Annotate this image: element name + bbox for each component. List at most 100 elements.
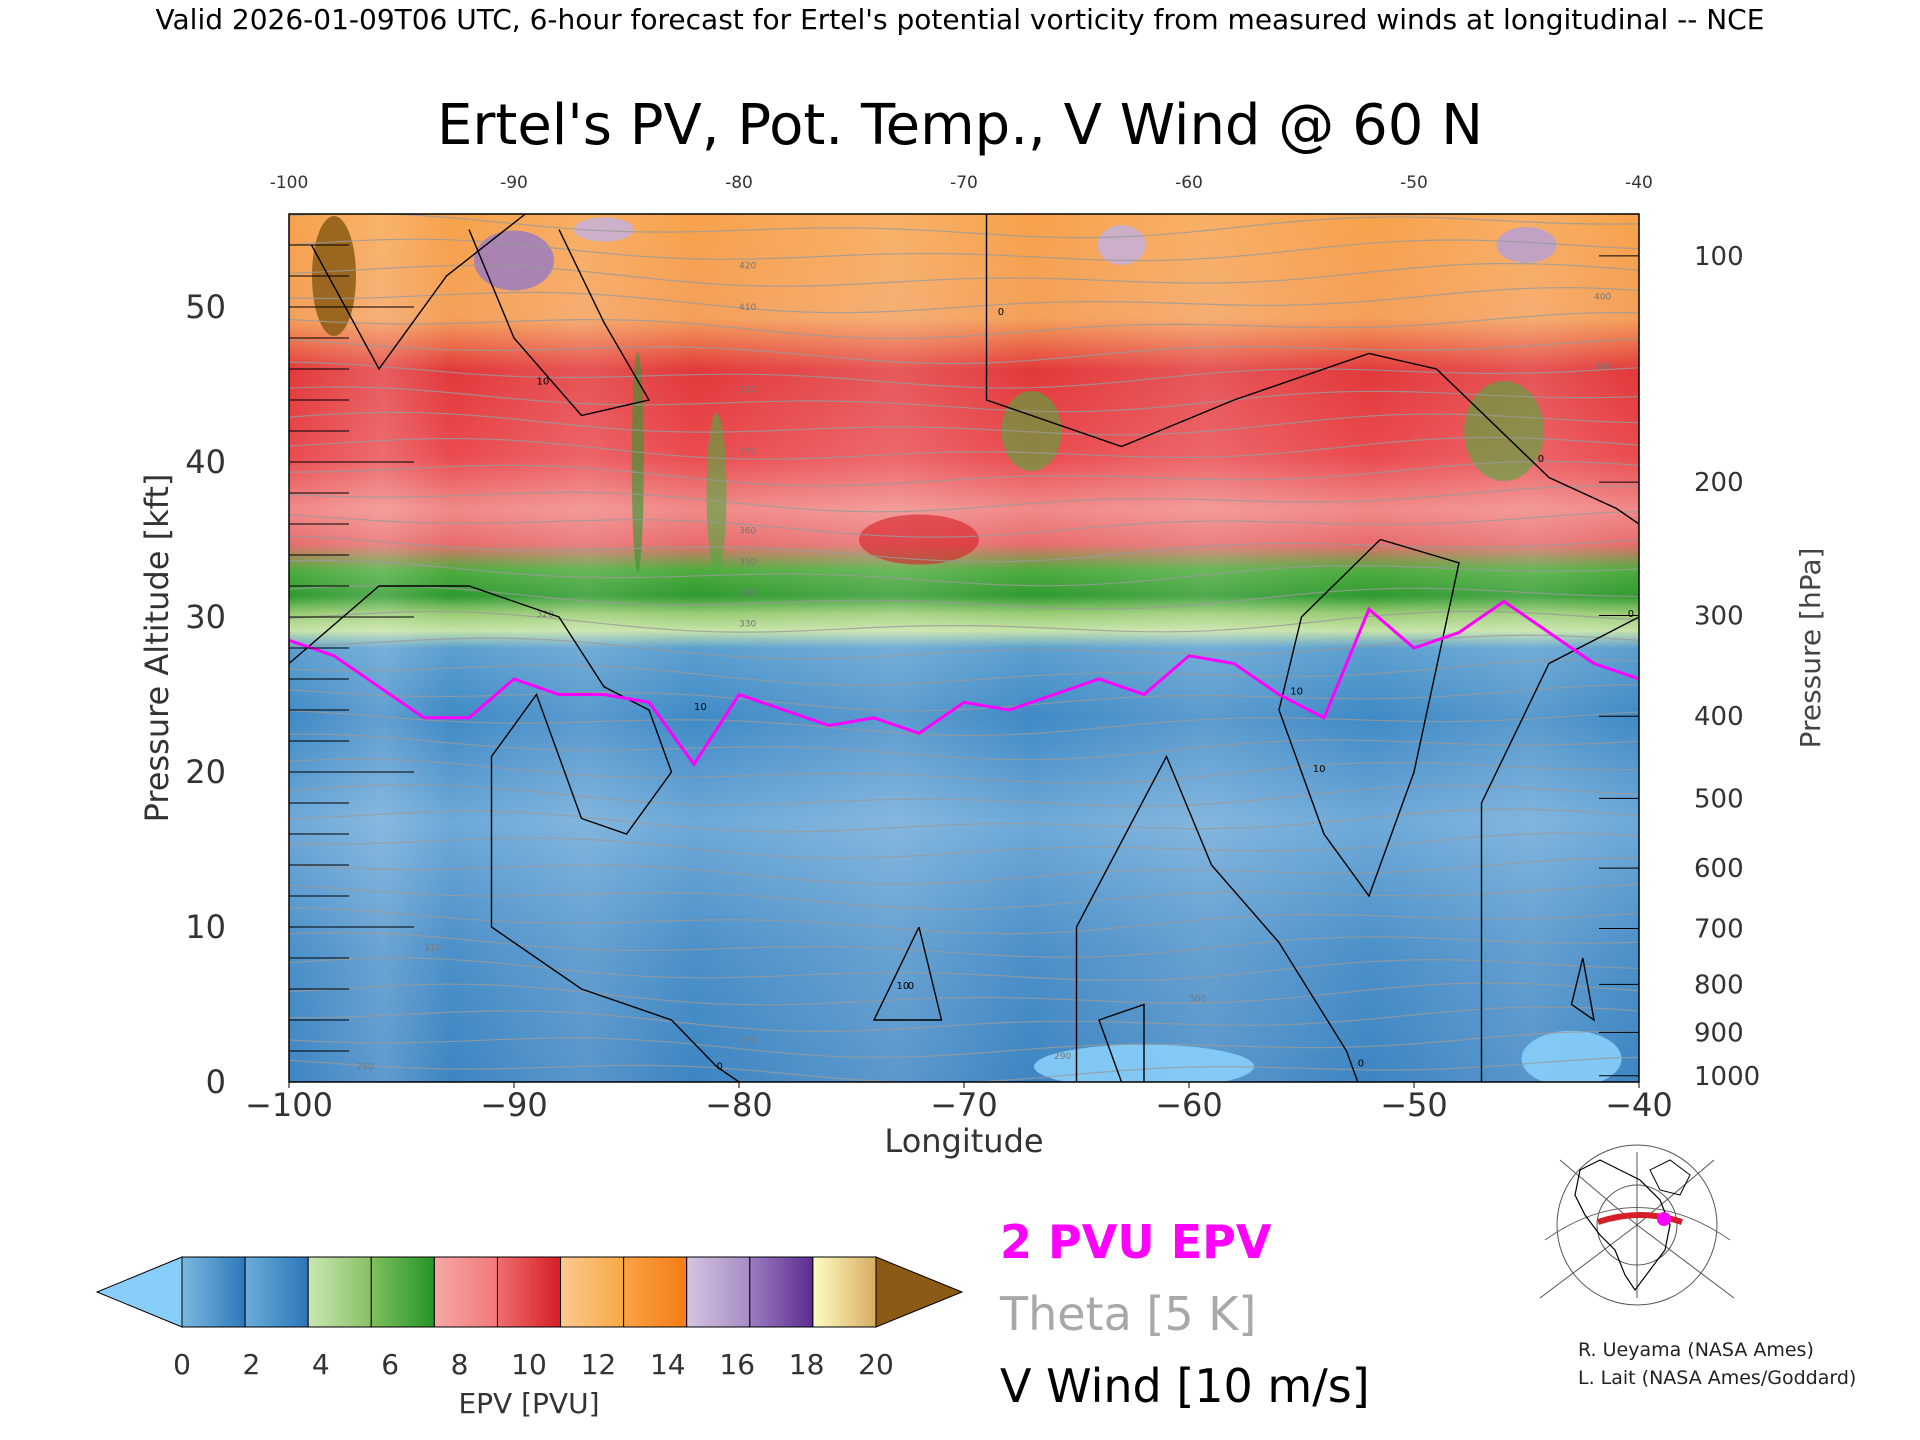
colorbar-tick-label: 20	[858, 1348, 894, 1381]
colorbar-bin	[244, 1256, 309, 1328]
x-tick-label: −100	[245, 1086, 333, 1124]
colorbar-tick-label: 0	[173, 1348, 191, 1381]
theta-line-390	[289, 411, 1639, 436]
theta-line-330	[289, 710, 1639, 737]
v-wind-contour-4	[872, 926, 943, 1021]
colorbar-bin	[686, 1256, 751, 1328]
theta-label: 320	[537, 610, 554, 620]
theta-line-270	[289, 1006, 1639, 1033]
colorbar-tick-label: 10	[511, 1348, 547, 1381]
theta-line-290	[289, 907, 1639, 935]
theta-label: 340	[739, 588, 756, 598]
colorbar-label: EPV [PVU]	[458, 1387, 599, 1420]
pressure-tick-label: 1000	[1694, 1062, 1760, 1092]
theta-label: 350	[739, 557, 756, 567]
x-tick-label: −80	[705, 1086, 773, 1124]
v-wind-label: 10	[537, 377, 550, 388]
top-tick-label: -90	[500, 173, 528, 193]
colorbar-tick-label: 18	[789, 1348, 825, 1381]
colorbar-tick-label: 14	[650, 1348, 686, 1381]
legend-epv: 2 PVU EPV	[1000, 1215, 1272, 1269]
v-wind-contour-9	[1570, 957, 1595, 1022]
legend-wind: V Wind [10 m/s]	[1000, 1359, 1370, 1413]
y-axis-right: 100 200 300 400 500 600 700 800 900 1000	[1599, 242, 1760, 1092]
colorbar-bin	[496, 1256, 562, 1328]
pressure-tick-label: 500	[1694, 784, 1744, 814]
theta-line-365	[289, 535, 1639, 563]
pressure-tick-label: 700	[1694, 915, 1744, 945]
v-wind-label: 10	[897, 981, 910, 992]
theta-line-355	[289, 585, 1639, 610]
theta-line-285	[289, 931, 1639, 958]
v-wind-label: 10	[1313, 764, 1326, 775]
v-wind-contour-2	[468, 229, 651, 417]
y-tick-label: 50	[185, 288, 226, 326]
locator-map	[1538, 1144, 1736, 1306]
theta-label: 420	[739, 261, 756, 271]
v-wind-label: 0	[998, 307, 1004, 318]
theta-line-425	[289, 238, 1639, 262]
theta-line-375	[289, 485, 1639, 513]
x-tick-label: −70	[930, 1086, 998, 1124]
colorbar-tick-label: 16	[719, 1348, 755, 1381]
legend-theta: Theta [5 K]	[999, 1287, 1256, 1341]
v-wind-label: 10	[694, 702, 707, 713]
theta-line-410	[289, 311, 1639, 340]
colorbar-bin	[812, 1256, 877, 1328]
theta-line-265	[289, 1031, 1639, 1059]
theta-line-260	[289, 1056, 1639, 1082]
colorbar: 0 2 4 6 8 10 12 14 16 18 20	[95, 1256, 964, 1381]
v-wind-label: 0	[1628, 609, 1634, 620]
v-wind-label: 0	[1538, 454, 1544, 465]
theta-line-380	[289, 460, 1639, 487]
colorbar-tick-label: 8	[451, 1348, 469, 1381]
theta-line-370	[289, 511, 1639, 538]
colorbar-bin	[433, 1256, 498, 1328]
stratospheric-features	[312, 216, 1622, 1082]
theta-line-395	[289, 386, 1639, 413]
strato-blob-3	[1097, 225, 1146, 265]
y-tick-label: 10	[185, 908, 226, 946]
colorbar-bin	[370, 1256, 435, 1328]
strato-blob-4	[574, 217, 634, 242]
theta-line-305	[289, 832, 1639, 859]
theta-label: 290	[1054, 1052, 1071, 1062]
top-axis: -100 -90 -80 -70 -60 -50 -40	[270, 173, 1653, 193]
pressure-tick-label: 900	[1694, 1018, 1744, 1048]
low-pv-patch-1	[1521, 1030, 1622, 1082]
top-tick-label: -40	[1625, 173, 1653, 193]
x-axis: −100 −90 −80 −70 −60 −50 −40	[245, 1082, 1673, 1124]
plot-area: 260 270 290 300 310 320 330 340 350 360 370 380 390 4…	[289, 214, 1639, 1082]
v-wind-contour-0	[289, 585, 740, 1082]
v-wind-contour-3	[985, 214, 1639, 525]
v-wind-contour-6	[1278, 538, 1460, 898]
y-tick-label: 0	[206, 1063, 226, 1101]
credit-line-1: R. Ueyama (NASA Ames)	[1578, 1339, 1814, 1361]
theta-label: 330	[739, 619, 756, 629]
y-axis-label-right: Pressure [hPa]	[1794, 548, 1827, 749]
pv-feature-1	[706, 413, 727, 573]
x-axis-label: Longitude	[884, 1122, 1043, 1160]
theta-line-385	[289, 436, 1639, 460]
v-wind-contour-7	[1480, 616, 1639, 1082]
theta-line-420	[289, 262, 1639, 287]
epv-field-texture	[289, 214, 1639, 1082]
theta-line-335	[289, 684, 1639, 712]
theta-line-275	[289, 982, 1639, 1006]
theta-label: 360	[739, 526, 756, 536]
v-wind-label: 0	[717, 1062, 723, 1073]
theta-label: 260	[357, 1063, 374, 1073]
colorbar-tick-label: 2	[242, 1348, 260, 1381]
theta-line-315	[289, 784, 1639, 807]
theta-line-320	[289, 758, 1639, 784]
theta-line-280	[289, 957, 1639, 982]
theta-line-340	[289, 659, 1639, 686]
colorbar-bin	[749, 1256, 814, 1328]
pressure-tick-label: 100	[1694, 242, 1744, 272]
chart-title: Ertel's PV, Pot. Temp., V Wind @ 60 N	[437, 93, 1483, 158]
v-wind-contour-8	[1098, 1003, 1145, 1082]
theta-label: 270	[739, 1036, 756, 1046]
x-tick-label: −40	[1605, 1086, 1673, 1124]
top-tick-label: -50	[1400, 173, 1428, 193]
theta-line-350	[289, 610, 1639, 633]
